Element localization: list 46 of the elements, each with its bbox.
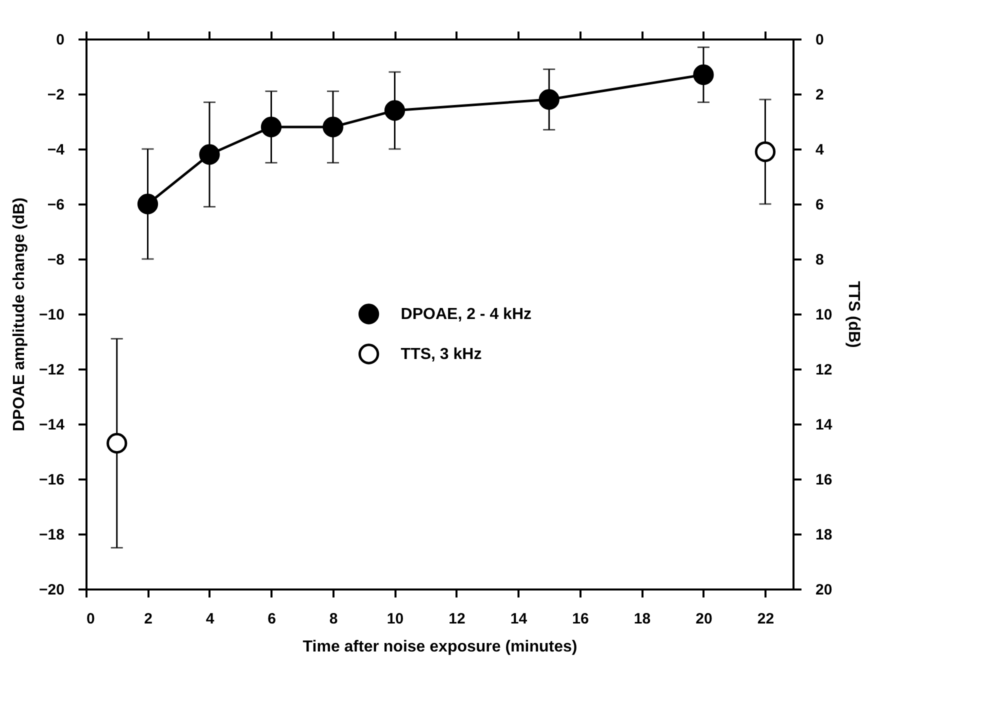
legend-label: DPOAE, 2 - 4 kHz (400, 306, 532, 323)
point (199, 144, 220, 165)
x-tick-label: 22 (757, 610, 774, 628)
y2-axis-title: TTS (dB) (845, 281, 862, 348)
x-tick-label: 4 (206, 610, 215, 628)
x-tick-label: 12 (448, 610, 466, 628)
y2-tick-label: 0 (816, 32, 824, 48)
y-tick-label: −12 (39, 362, 64, 378)
x-tick-label: 2 (144, 610, 152, 628)
point (260, 116, 282, 138)
point (322, 116, 344, 138)
x-tick-label: 0 (86, 610, 95, 628)
y2-tick-label: 14 (816, 416, 833, 434)
point (384, 100, 406, 121)
x-tick-label: 10 (386, 610, 404, 628)
point (137, 194, 158, 214)
y2-tick-label: 8 (816, 252, 824, 268)
x-tick-label: 20 (696, 610, 712, 628)
y-tick-label: −6 (47, 196, 64, 214)
y-axis-title: DPOAE amplitude change (dB) (11, 198, 28, 432)
y-tick-label: −14 (39, 416, 66, 434)
point (693, 64, 714, 86)
y-tick-label: −2 (47, 86, 64, 104)
y2-tick-label: 12 (816, 362, 832, 378)
x-tick-label: 18 (634, 610, 651, 628)
y-tick-label: 0 (56, 32, 64, 48)
x-axis-title: Time after noise exposure (minutes) (302, 638, 578, 656)
legend-label: TTS, 3 kHz (400, 346, 482, 363)
y2-tick-label: 2 (816, 86, 824, 104)
y2-tick-label: 18 (816, 526, 832, 544)
y-tick-label: −16 (39, 472, 64, 488)
y-tick-label: −8 (47, 252, 64, 268)
y-tick-label: −10 (39, 306, 64, 324)
y2-tick-label: 16 (816, 472, 832, 488)
y2-tick-label: 10 (816, 306, 832, 324)
point (538, 89, 560, 110)
y2-tick-label: 20 (816, 582, 832, 598)
y-tick-label: −4 (47, 142, 66, 158)
x-tick-label: 8 (329, 610, 338, 628)
x-tick-label: 6 (268, 610, 276, 628)
y2-tick-label: 4 (816, 142, 824, 158)
x-tick-label: 16 (572, 610, 589, 628)
y-tick-label: −18 (39, 526, 64, 544)
y2-tick-label: 6 (816, 196, 824, 214)
x-tick-label: 14 (510, 610, 528, 628)
y-tick-label: −20 (39, 582, 64, 598)
